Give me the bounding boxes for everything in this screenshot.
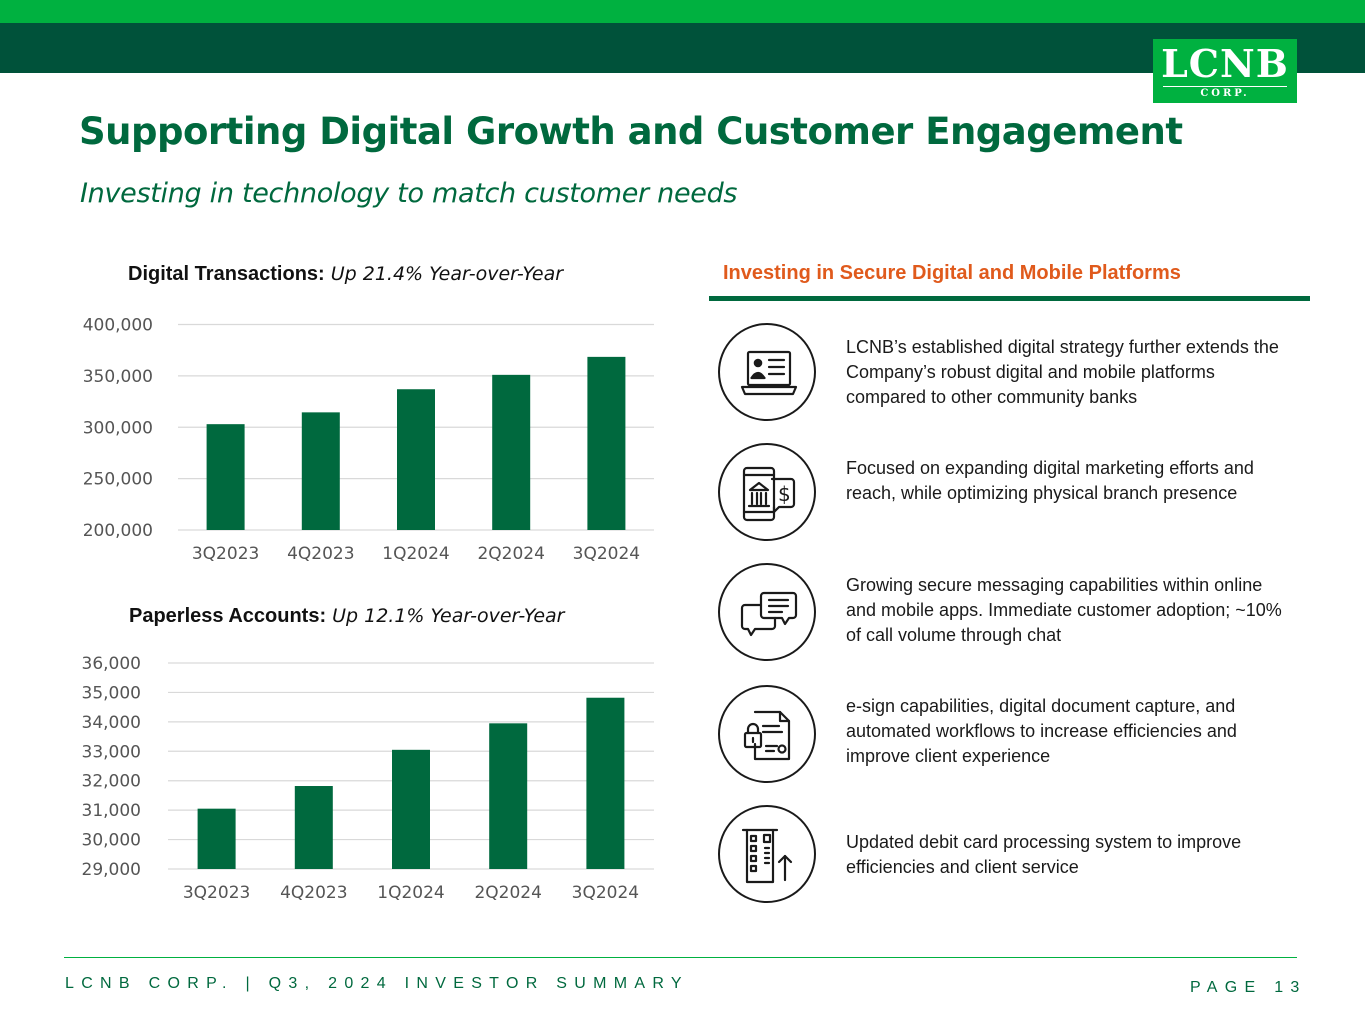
x-tick-label: 4Q2023 [280, 883, 347, 903]
x-tick-label: 3Q2023 [183, 883, 250, 903]
paperless-accounts-chart: 29,000 30,000 31,000 32,000 33,000 34,000 35,0… [82, 654, 654, 903]
x-tick-label: 2Q2024 [477, 544, 544, 564]
y-tick-label: 300,000 [83, 418, 153, 438]
y-tick-label: 200,000 [83, 521, 153, 541]
paperless-accounts-label: Paperless Accounts: [129, 605, 327, 627]
bar-2Q2024 [489, 723, 528, 869]
secure-document-icon [718, 685, 816, 783]
logo-wordmark: LCNB [1161, 41, 1289, 86]
y-tick-label: 29,000 [82, 860, 141, 880]
x-tick-label: 3Q2024 [573, 544, 640, 564]
y-tick-label: 350,000 [83, 367, 153, 387]
y-tick-label: 400,000 [83, 316, 153, 336]
page-title: Supporting Digital Growth and Customer E… [79, 110, 1183, 153]
page-subtitle: Investing in technology to match custome… [80, 178, 738, 209]
bar-2Q2024 [492, 374, 531, 530]
y-tick-label: 36,000 [82, 654, 141, 674]
bar-4Q2023 [294, 786, 333, 869]
y-tick-label: 33,000 [82, 742, 141, 762]
digital-transactions-label: Digital Transactions: [128, 263, 325, 285]
footer-document-title: LCNB CORP. | Q3, 2024 INVESTOR SUMMARY [65, 975, 689, 992]
bar-3Q2023 [197, 808, 236, 869]
laptop-profile-icon [718, 323, 816, 421]
mobile-banking-icon: $ [718, 443, 816, 541]
digital-transactions-chart: 200,000 250,000 300,000 350,000 400,000 3Q202… [83, 316, 654, 564]
x-tick-label: 4Q2023 [287, 544, 354, 564]
y-tick-label: 30,000 [82, 831, 141, 851]
footer-divider [64, 957, 1297, 958]
y-tick-label: 31,000 [82, 801, 141, 821]
x-tick-label: 1Q2024 [377, 883, 444, 903]
item-debit-card-text: Updated debit card processing system to … [846, 832, 1242, 877]
company-logo: LCNB CORP. [1153, 39, 1297, 103]
x-tick-label: 3Q2024 [572, 883, 639, 903]
item-digital-marketing-text: Focused on expanding digital marketing e… [846, 458, 1254, 503]
panel-title: Investing in Secure Digital and Mobile P… [723, 262, 1181, 284]
y-tick-label: 35,000 [82, 683, 141, 703]
item-digital-strategy-text: LCNB’s established digital strategy furt… [846, 337, 1279, 407]
item-e-sign-text: e-sign capabilities, digital document ca… [846, 696, 1237, 766]
header-band-dark [0, 23, 1365, 73]
x-tick-label: 2Q2024 [474, 883, 541, 903]
svg-text:$: $ [778, 482, 791, 506]
x-tick-label: 1Q2024 [382, 544, 449, 564]
paperless-accounts-change: Up 12.1% Year-over-Year [332, 605, 565, 627]
y-tick-label: 250,000 [83, 470, 153, 490]
card-machine-icon [718, 805, 816, 903]
header-band-light [0, 0, 1365, 23]
bar-1Q2024 [397, 389, 435, 530]
bar-4Q2023 [301, 412, 340, 530]
logo-subtitle: CORP. [1200, 88, 1250, 99]
logo-rule [1163, 86, 1287, 87]
chat-bubbles-icon [718, 563, 816, 661]
x-tick-label: 3Q2023 [192, 544, 259, 564]
y-tick-label: 32,000 [82, 772, 141, 792]
item-secure-messaging-text: Growing secure messaging capabilities wi… [846, 575, 1282, 645]
bar-1Q2024 [392, 749, 430, 869]
panel-divider [709, 296, 1310, 301]
digital-transactions-change: Up 21.4% Year-over-Year [330, 263, 564, 285]
page-number: PAGE 13 [1190, 979, 1307, 996]
bar-3Q2024 [587, 356, 626, 530]
y-tick-label: 34,000 [82, 713, 141, 733]
digital-transactions-title: Digital Transactions: Up 21.4% Year-over-… [128, 263, 563, 286]
paperless-accounts-title: Paperless Accounts: Up 12.1% Year-over-Ye… [129, 605, 564, 628]
bar-3Q2024 [586, 697, 625, 869]
bar-3Q2023 [206, 424, 245, 530]
